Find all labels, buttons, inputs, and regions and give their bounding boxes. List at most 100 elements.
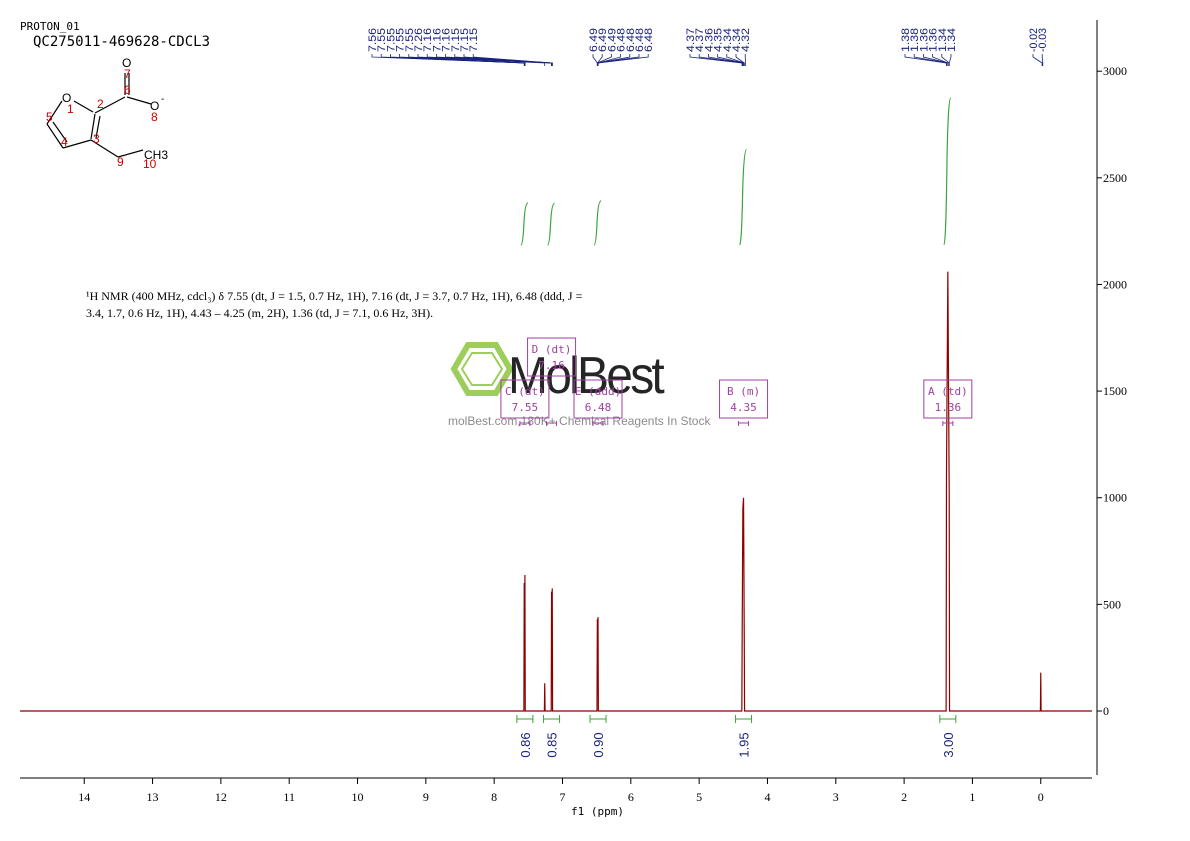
x-tick-label: 10 bbox=[352, 790, 364, 804]
atom-label: CH3 bbox=[144, 148, 168, 162]
atom-number: 2 bbox=[97, 97, 104, 111]
multiplet-box bbox=[500, 379, 550, 419]
peak-label: 7.15 bbox=[459, 28, 471, 52]
multiplet-range bbox=[519, 421, 531, 426]
peak-label: 7.16 bbox=[441, 28, 453, 52]
peak-connector bbox=[717, 54, 744, 66]
x-tick-label: 4 bbox=[764, 790, 770, 804]
multiplet-box bbox=[923, 379, 973, 419]
peak-label: 4.34 bbox=[731, 28, 743, 52]
peak-label: 4.36 bbox=[703, 28, 715, 52]
peak-label: 7.55 bbox=[404, 28, 416, 52]
multiplet-label: E (ddd) bbox=[575, 385, 621, 398]
peak-label: 7.16 bbox=[431, 28, 443, 52]
logo bbox=[450, 342, 514, 396]
peak-label: 7.16 bbox=[422, 28, 434, 52]
peak-label: 4.37 bbox=[685, 28, 697, 52]
sample-name: QC275011-469628-CDCL3 bbox=[33, 34, 210, 50]
charge: - bbox=[161, 94, 164, 105]
multiplet-label: C (dt) bbox=[505, 385, 545, 398]
integral-label: 0.86 bbox=[518, 732, 533, 757]
peak-label: 7.55 bbox=[376, 28, 388, 52]
peak-connector bbox=[408, 54, 526, 66]
peak-label: 1.38 bbox=[909, 28, 921, 52]
integral-bracket bbox=[939, 715, 957, 723]
integral-curve bbox=[943, 97, 952, 246]
y-tick-label: 500 bbox=[1103, 597, 1121, 611]
multiplet-shift: 7.16 bbox=[538, 359, 565, 372]
integral-curve bbox=[593, 200, 602, 246]
multiplet-range bbox=[738, 421, 750, 426]
atom-number: 10 bbox=[143, 157, 157, 171]
peak-label: 7.15 bbox=[450, 28, 462, 52]
peak-label: -0.02 bbox=[1028, 28, 1040, 52]
multiplet-shift: 7.55 bbox=[512, 401, 539, 414]
atom-number: 3 bbox=[93, 132, 100, 146]
bond bbox=[90, 113, 96, 140]
description: 3.4, 1.7, 0.6 Hz, 1H), 4.43 – 4.25 (m, 2… bbox=[86, 306, 433, 320]
peak-label: 6.48 bbox=[625, 28, 637, 52]
multiplet-range bbox=[942, 421, 954, 426]
peak-label: 4.37 bbox=[694, 28, 706, 52]
atom-number: 4 bbox=[61, 135, 68, 149]
bond bbox=[52, 121, 68, 143]
y-tick-label: 1000 bbox=[1103, 491, 1127, 505]
logo bbox=[460, 352, 504, 386]
peak-label: 7.55 bbox=[385, 28, 397, 52]
x-tick-label: 12 bbox=[215, 790, 227, 804]
tagline: molBest.com,180K+ Chemical Reagents In S… bbox=[448, 414, 711, 428]
integral-bracket bbox=[516, 715, 534, 723]
bond bbox=[90, 139, 119, 158]
peak-label: 6.49 bbox=[597, 28, 609, 52]
peak-connector bbox=[596, 54, 612, 66]
bond bbox=[95, 115, 101, 139]
multiplet-shift: 6.48 bbox=[585, 401, 612, 414]
atom-numbers: 1 2 3 4 5 6 7 8 9 10 bbox=[46, 67, 158, 171]
x-tick-label: 0 bbox=[1038, 790, 1044, 804]
atom-number: 8 bbox=[151, 110, 158, 124]
peak-label: 1.36 bbox=[918, 28, 930, 52]
integral-label: 1.95 bbox=[737, 732, 752, 757]
peak-connector bbox=[913, 54, 947, 66]
peak-connector bbox=[698, 54, 743, 66]
peak-connector bbox=[597, 54, 649, 66]
x-tick-label: 3 bbox=[833, 790, 839, 804]
x-tick-label: 5 bbox=[696, 790, 702, 804]
x-tick-label: 7 bbox=[559, 790, 565, 804]
peak-label: 4.32 bbox=[740, 28, 752, 52]
x-tick-label: 13 bbox=[147, 790, 159, 804]
bond bbox=[46, 100, 63, 125]
x-tick-label: 6 bbox=[628, 790, 634, 804]
bond bbox=[73, 100, 94, 113]
x-axis-title: f1 (ppm) bbox=[571, 805, 624, 818]
peak-label: 1.36 bbox=[928, 28, 940, 52]
multiplet-shift: 1.36 bbox=[935, 401, 962, 414]
multiplet-shift: 4.35 bbox=[730, 401, 757, 414]
integral-label: 0.90 bbox=[591, 732, 606, 757]
atom-label: O bbox=[62, 91, 71, 105]
multiplet-box bbox=[719, 379, 769, 419]
multiplet-label: D (dt) bbox=[532, 343, 572, 356]
peak-label: 6.48 bbox=[643, 28, 655, 52]
integral-label: 0.85 bbox=[545, 732, 560, 757]
multiplet-range bbox=[546, 421, 558, 426]
peak-label: 1.34 bbox=[946, 28, 958, 52]
peak-connector bbox=[592, 54, 598, 66]
bond bbox=[94, 96, 126, 114]
y-tick-label: 2500 bbox=[1103, 171, 1127, 185]
atom-label: O bbox=[150, 99, 159, 113]
peak-label: 7.15 bbox=[468, 28, 480, 52]
peak-connector bbox=[472, 54, 553, 66]
x-tick-label: 9 bbox=[423, 790, 429, 804]
atom-number: 5 bbox=[46, 110, 53, 124]
bond bbox=[126, 96, 152, 105]
peak-label: 6.48 bbox=[616, 28, 628, 52]
peak-connector bbox=[932, 54, 949, 66]
multiplet-box bbox=[527, 337, 577, 377]
y-tick-label: 1500 bbox=[1103, 384, 1127, 398]
x-tick-label: 14 bbox=[78, 790, 90, 804]
integral-curve bbox=[738, 148, 748, 246]
multiplet-range bbox=[592, 421, 604, 426]
atom-labels: O O O - CH3 bbox=[62, 56, 168, 162]
atom-label: O bbox=[122, 56, 131, 70]
